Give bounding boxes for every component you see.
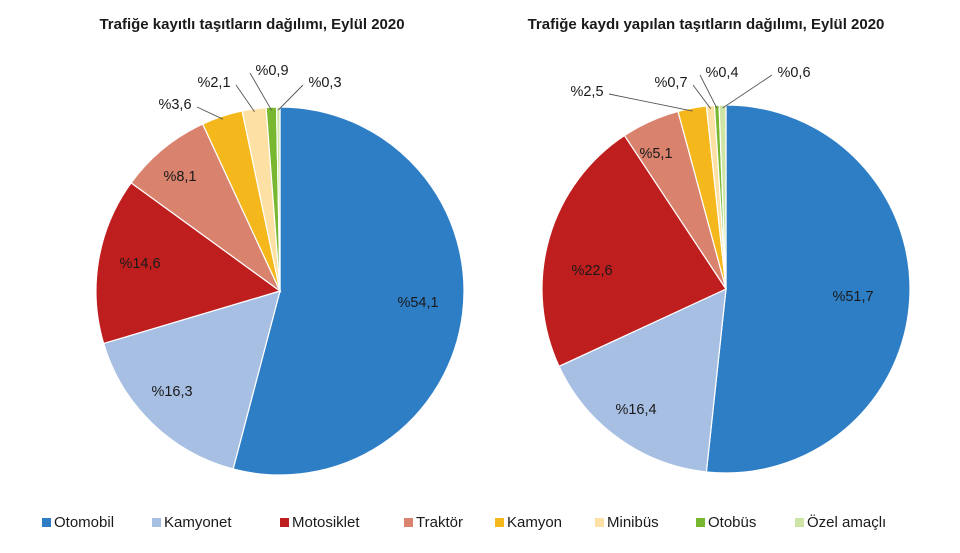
legend-label-ozel-amacli: Özel amaçlı (807, 513, 886, 531)
data-label-traktor: %5,1 (639, 146, 672, 162)
legend-swatch-kamyonet (152, 518, 161, 527)
data-label-kamyon: %3,6 (158, 97, 191, 113)
data-label-ozel-amacli: %0,3 (308, 75, 341, 91)
legend-label-minibus: Minibüs (607, 514, 659, 531)
chart-title-registered: Trafiğe kayıtlı taşıtların dağılımı, Eyl… (99, 16, 404, 33)
legend-swatch-motosiklet (280, 518, 289, 527)
legend-label-motosiklet: Motosiklet (292, 514, 360, 531)
leader-line-ozel-amacli (277, 84, 304, 111)
pie-slice-otomobil (705, 104, 911, 474)
data-label-motosiklet: %14,6 (119, 256, 160, 272)
legend-swatch-traktor (404, 518, 413, 527)
data-label-otomobil: %54,1 (397, 295, 438, 311)
legend: Otomobil Kamyonet Motosiklet Traktör Kamyon M… (42, 513, 886, 531)
legend-label-otobus: Otobüs (708, 514, 756, 531)
pie-slice-motosiklet (541, 134, 727, 368)
legend-swatch-otobus (696, 518, 705, 527)
data-label-motosiklet: %22,6 (571, 263, 612, 279)
legend-label-kamyon: Kamyon (507, 514, 562, 531)
data-label-otobus: %0,9 (255, 63, 288, 79)
data-label-traktor: %8,1 (163, 169, 196, 185)
data-label-otomobil: %51,7 (832, 289, 873, 305)
pie-slice-motosiklet (95, 182, 282, 345)
pie-slice-kamyonet (558, 288, 727, 473)
pie-chart-newly-registered: %51,7 %16,4 %22,6 %5,1 %2,5 %0,7 %0,4 %0,6 (541, 65, 911, 474)
data-label-kamyonet: %16,3 (151, 384, 192, 400)
leader-line-otobus (699, 74, 718, 109)
legend-label-kamyonet: Kamyonet (164, 514, 232, 531)
leader-line-otobus (249, 72, 272, 111)
data-label-minibus: %2,1 (197, 75, 230, 91)
legend-label-traktor: Traktör (416, 514, 463, 531)
legend-swatch-minibus (595, 518, 604, 527)
data-label-ozel-amacli: %0,6 (777, 65, 810, 81)
leader-line-kamyon (196, 106, 224, 120)
pie-slice-ozel-amacli (275, 106, 281, 292)
pie-slice-kamyonet (102, 290, 281, 470)
leader-line-ozel-amacli (722, 74, 773, 109)
data-label-kamyonet: %16,4 (615, 402, 656, 418)
pie-slice-ozel-amacli (718, 104, 727, 290)
data-label-otobus: %0,4 (705, 65, 738, 81)
legend-swatch-ozel-amacli (795, 518, 804, 527)
chart-title-newly-registered: Trafiğe kaydı yapılan taşıtların dağılım… (528, 16, 885, 33)
data-label-minibus: %0,7 (654, 75, 687, 91)
pie-slice-otomobil (232, 106, 465, 476)
legend-label-otomobil: Otomobil (54, 514, 114, 531)
legend-swatch-kamyon (495, 518, 504, 527)
pie-slice-traktor (130, 123, 282, 293)
legend-swatch-otomobil (42, 518, 51, 527)
pie-chart-registered: %54,1 %16,3 %14,6 %8,1 %3,6 %2,1 %0,9 %0,3 (95, 63, 465, 476)
leader-line-kamyon (608, 93, 693, 112)
data-label-kamyon: %2,5 (570, 84, 603, 100)
leader-line-minibus (235, 84, 255, 113)
leader-line-minibus (692, 84, 712, 109)
